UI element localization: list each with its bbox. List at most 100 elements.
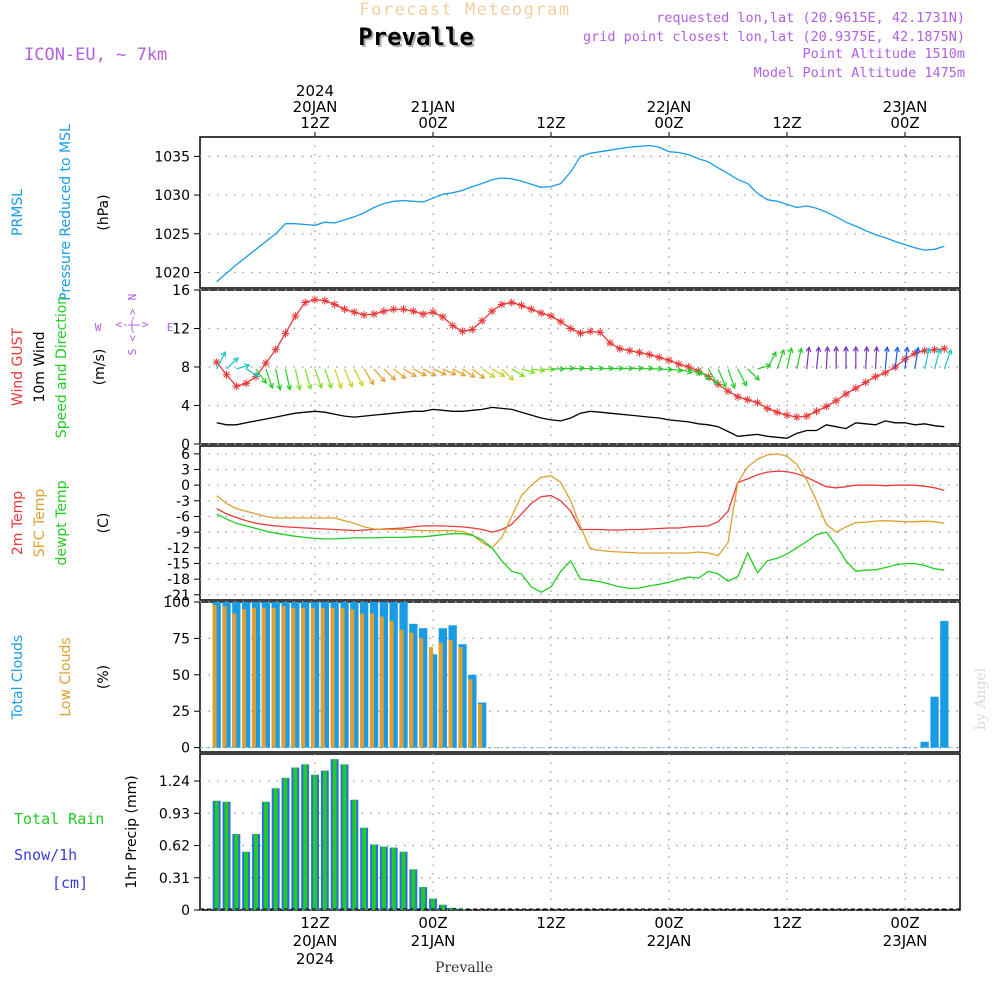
precip-legend-label: [cm] xyxy=(52,874,88,892)
wind-direction-arrowhead xyxy=(936,347,942,355)
precip-bar-rain xyxy=(411,869,416,910)
wind-direction-arrow xyxy=(471,368,485,379)
wind-direction-arrowhead xyxy=(499,371,506,378)
precip-bar-rain xyxy=(332,759,337,910)
total-cloud-bar xyxy=(281,602,290,748)
clouds-ytick-label: 100 xyxy=(163,595,190,611)
wind-direction-arrowhead xyxy=(337,382,343,390)
precip-bar-rain xyxy=(313,774,317,910)
pressure-panel: 1020 1025 1030 1035 PRMSL Pressure Reduced to… xyxy=(10,124,961,301)
wind-direction-arrowhead xyxy=(741,380,748,387)
low-cloud-bar xyxy=(340,607,345,748)
precip-bar-rain xyxy=(322,770,327,910)
wind-direction-arrowhead xyxy=(358,380,364,387)
low-cloud-bar xyxy=(320,607,325,748)
clouds-panel: 0 25 50 75 100 Total Clouds Low Clouds (%) xyxy=(10,595,961,757)
temperature-frame xyxy=(199,445,961,601)
gust-marker xyxy=(861,378,870,387)
wind-direction-arrowhead xyxy=(787,347,794,354)
wind-direction-arrowhead xyxy=(686,368,693,375)
gust-marker xyxy=(743,395,752,404)
gust-marker xyxy=(871,372,880,381)
top-time-label: 00Z xyxy=(890,114,919,132)
low-cloud-bar xyxy=(428,647,433,748)
precip-frame xyxy=(199,753,961,911)
gust-marker xyxy=(448,321,457,330)
gust-marker xyxy=(527,305,536,314)
bottom-time-label: 23JAN xyxy=(883,932,928,950)
top-time-label: 12Z xyxy=(772,114,801,132)
temperature-ytick-label: 3 xyxy=(181,462,190,478)
gust-marker xyxy=(822,402,831,411)
wind-direction-arrow xyxy=(874,346,878,369)
total-cloud-bar xyxy=(438,628,447,748)
gust-marker xyxy=(281,329,290,338)
precip-bar-rain xyxy=(440,904,445,910)
gust-marker xyxy=(763,404,772,413)
total-cloud-bar xyxy=(419,628,428,748)
wind-direction-arrowhead xyxy=(430,371,437,377)
bottom-time-label: 00Z xyxy=(654,914,683,932)
wind-direction-arrow xyxy=(806,347,810,369)
wind-direction-arrow xyxy=(462,368,476,378)
precip-bar-rain xyxy=(381,846,386,910)
wind-direction-arrow xyxy=(275,368,281,390)
total-cloud-bar xyxy=(369,602,379,748)
wind-direction-arrow xyxy=(236,364,250,370)
total-cloud-bar xyxy=(360,602,369,748)
gust-marker xyxy=(576,329,585,338)
gust-marker xyxy=(635,348,644,357)
gust-marker xyxy=(724,387,732,396)
pressure-ytick-label: 1020 xyxy=(154,266,190,282)
gust-marker xyxy=(320,296,329,305)
precip-bar-rain xyxy=(352,799,357,910)
top-time-label: 00Z xyxy=(654,114,683,132)
precip-panel: 0 0.31 0.62 0.93 1.24 Total Rain Snow/1h [cm] 1h… xyxy=(14,753,961,919)
wind-direction-arrowhead xyxy=(529,368,536,375)
wind-direction-arrowhead xyxy=(914,346,921,353)
gust-marker xyxy=(537,309,546,318)
wind-direction-arrowhead xyxy=(883,345,890,352)
total-cloud-bar xyxy=(409,623,418,748)
wind-direction-arrow xyxy=(442,368,456,376)
top-time-label: 20JAN xyxy=(293,98,338,116)
gust-marker xyxy=(910,349,919,358)
wind-direction-arrow xyxy=(815,347,820,369)
clouds-ytick-label: 75 xyxy=(172,631,190,647)
gust-marker xyxy=(360,311,369,320)
compass-north: N xyxy=(126,294,139,301)
precip-bar-rain xyxy=(293,767,298,910)
wind-unit: (m/s) xyxy=(92,349,108,386)
footer-location: Prevalle xyxy=(435,960,493,976)
total-cloud-bar xyxy=(222,602,231,748)
low-cloud-bar xyxy=(222,606,227,748)
pressure-line xyxy=(216,144,945,283)
wind-direction-arrowhead xyxy=(549,366,556,373)
wind-direction-arrow xyxy=(334,368,342,389)
wind-direction-arrow xyxy=(314,368,323,389)
wind-direction-arrow xyxy=(865,346,868,369)
low-cloud-bar xyxy=(399,629,404,748)
total-cloud-bar xyxy=(291,602,300,748)
gust-marker xyxy=(409,307,418,316)
wind-direction-arrow xyxy=(668,368,683,372)
low-cloud-bar xyxy=(409,632,414,748)
gust-marker xyxy=(665,356,673,365)
wind-direction-arrowhead xyxy=(863,345,870,352)
wind-direction-arrowhead xyxy=(894,346,900,353)
gust-marker xyxy=(674,360,683,369)
wind-legend-label: Wind GUST xyxy=(10,327,26,406)
clouds-ytick-label: 0 xyxy=(181,741,190,757)
clouds-legend-label: Low Clouds xyxy=(58,637,74,716)
wind-direction-arrow xyxy=(933,348,941,370)
low-cloud-bar xyxy=(458,647,463,748)
pressure-ytick-label: 1035 xyxy=(154,149,190,165)
total-cloud-bar xyxy=(930,696,939,748)
wind-direction-arrow xyxy=(796,348,802,370)
gust-marker xyxy=(773,408,782,417)
bottom-time-label: 12Z xyxy=(536,914,565,932)
gust-marker xyxy=(340,305,349,314)
total-cloud-bar xyxy=(458,644,467,748)
wind-direction-arrow xyxy=(707,368,719,385)
